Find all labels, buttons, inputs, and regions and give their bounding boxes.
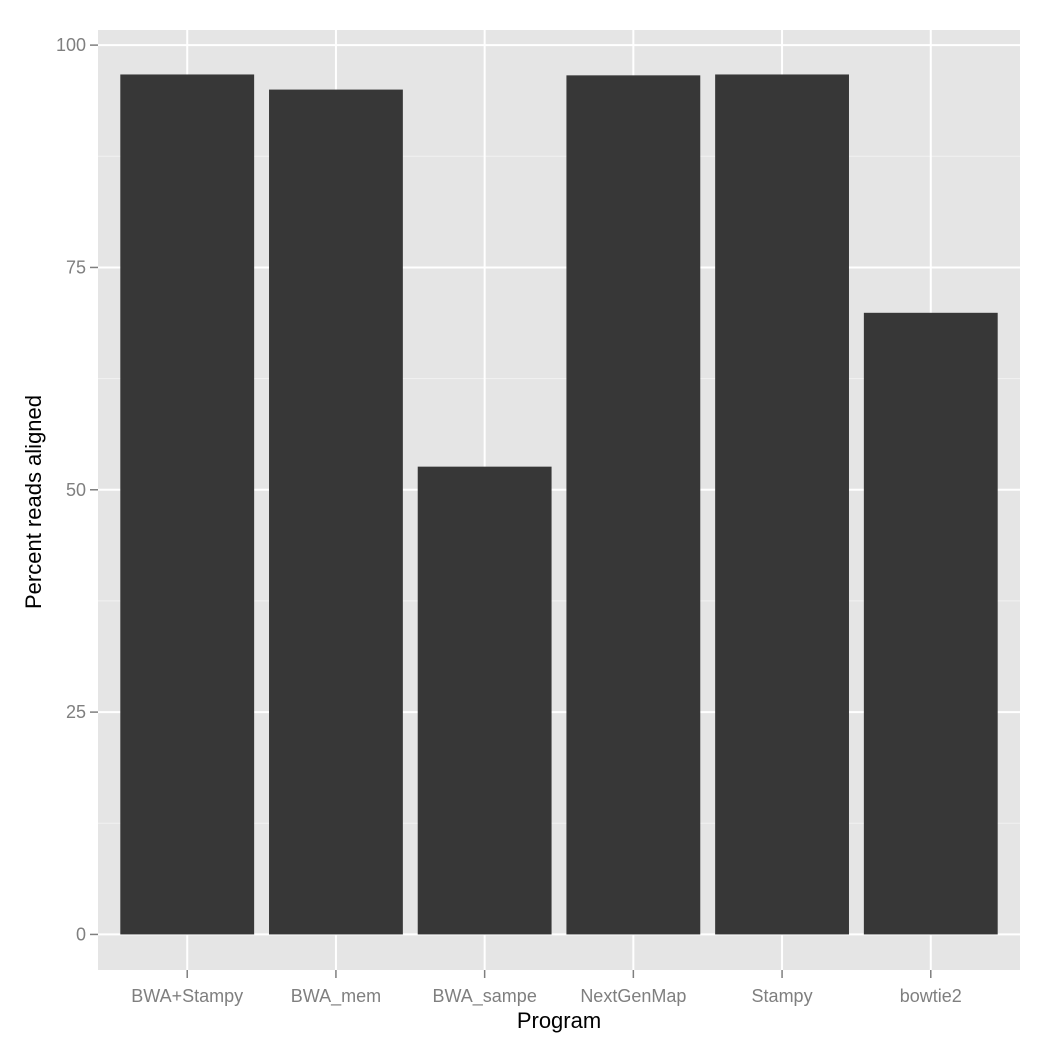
bars xyxy=(120,74,998,935)
x-tick-label: BWA_sampe xyxy=(432,986,536,1007)
y-tick-label: 75 xyxy=(66,257,86,277)
y-tick-label: 50 xyxy=(66,480,86,500)
x-tick-label: Stampy xyxy=(752,986,813,1006)
x-axis: BWA+Stampy BWA_mem BWA_sampe NextGenMap Stam… xyxy=(131,970,962,1007)
x-tick-label: BWA+Stampy xyxy=(131,986,243,1006)
y-tick-label: 100 xyxy=(56,35,86,55)
y-axis-title: Percent reads aligned xyxy=(21,395,46,609)
x-tick-label: bowtie2 xyxy=(900,986,962,1006)
x-tick-label: BWA_mem xyxy=(291,986,381,1007)
bar-bwa-stampy xyxy=(120,74,255,935)
y-axis: 0 25 50 75 100 xyxy=(56,35,98,944)
x-axis-title: Program xyxy=(517,1008,601,1033)
y-tick-label: 25 xyxy=(66,702,86,722)
bar-bowtie2 xyxy=(863,312,998,935)
x-tick-label: NextGenMap xyxy=(580,986,686,1006)
bar-nextgenmap xyxy=(566,75,701,935)
bar-stampy xyxy=(715,74,849,935)
y-tick-label: 0 xyxy=(76,924,86,944)
bar-bwa-mem xyxy=(269,89,403,935)
bar-bwa-sampe xyxy=(417,466,552,935)
